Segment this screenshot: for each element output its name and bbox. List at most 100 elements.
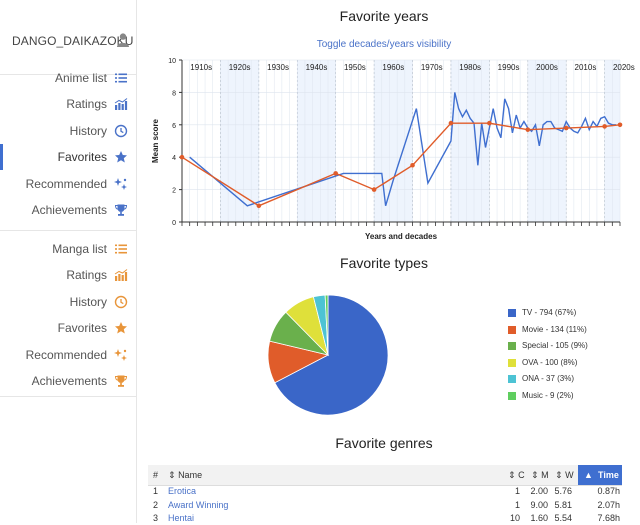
cell-w: 5.76 <box>554 486 572 496</box>
col-m[interactable]: ⇕ M <box>531 470 549 481</box>
sidebar-item-manga-recommended[interactable]: Recommended <box>0 342 136 368</box>
decade-label: 1910s <box>190 63 212 72</box>
data-point <box>617 122 623 128</box>
legend-swatch <box>508 342 516 350</box>
sidebar-item-label: Achievements <box>31 374 107 388</box>
decade-band <box>527 60 567 222</box>
y-tick-label: 2 <box>172 188 176 195</box>
legend-item[interactable]: Special - 105 (9%) <box>508 341 628 353</box>
legend-item[interactable]: Movie - 134 (11%) <box>508 325 628 337</box>
legend-swatch <box>508 391 516 400</box>
data-point <box>410 163 415 168</box>
sidebar-item-manga-achievements[interactable]: Achievements <box>0 368 136 394</box>
pie-slice[interactable] <box>324 294 329 356</box>
sidebar-item-label: Anime list <box>54 71 107 85</box>
sidebar-item-anime-recommended[interactable]: Recommended <box>0 171 136 197</box>
legend-label: ONA - 37 (3%) <box>522 374 575 383</box>
sidebar-item-label: Recommended <box>25 176 107 191</box>
cell-time: 7.68h <box>597 513 620 523</box>
legend-swatch <box>508 358 516 367</box>
legend-label: OVA - 100 (8%) <box>522 357 578 367</box>
list-icon <box>115 73 127 83</box>
cell-name[interactable]: Hentai <box>168 513 195 523</box>
col-w-label: W <box>565 470 574 480</box>
sort-icon: ⇕ <box>168 470 176 480</box>
sidebar-item-label: Favorites <box>57 321 107 336</box>
decade-band <box>297 60 336 222</box>
table-row: 3 Hentai 10 1.60 5.54 7.68h <box>148 511 622 525</box>
y-axis-label: Mean score <box>151 118 160 163</box>
legend-label: Special - 105 (9%) <box>522 341 588 350</box>
sort-icon: ⇕ <box>531 470 539 480</box>
bar-chart-icon <box>114 269 128 282</box>
sidebar-item-anime-history[interactable]: History <box>0 118 136 144</box>
favorite-genres-title: Favorite genres <box>335 435 433 451</box>
history-icon <box>114 124 128 137</box>
toggle-decades-link[interactable]: Toggle decades/years visibility <box>316 39 452 50</box>
legend-item[interactable]: OVA - 100 (8%) <box>508 358 628 370</box>
sidebar-item-anime-favorites[interactable]: Favorites <box>0 144 136 171</box>
favorite-years-title: Favorite years <box>339 8 429 24</box>
decade-label: 1970s <box>421 63 443 72</box>
cell-name[interactable]: Award Winning <box>168 499 229 510</box>
pie-slice[interactable] <box>274 294 389 416</box>
bar-chart-icon <box>114 98 128 111</box>
decade-band <box>220 60 259 222</box>
series-line <box>189 92 617 207</box>
sidebar-item-manga-favorites[interactable]: Favorites <box>0 315 136 341</box>
legend-item[interactable]: ONA - 37 (3%) <box>508 374 628 386</box>
sidebar-divider <box>0 396 136 397</box>
y-tick-label: 8 <box>172 90 176 97</box>
decade-label: 2020s <box>613 63 635 72</box>
sidebar-item-anime-achievements[interactable]: Achievements <box>0 197 136 223</box>
user-icon[interactable] <box>117 33 129 47</box>
sparkle-icon <box>114 348 127 361</box>
cell-m: 9.00 <box>530 499 548 510</box>
col-w[interactable]: ⇕ W <box>555 470 574 481</box>
legend-item[interactable]: TV - 794 (67%) <box>508 308 628 320</box>
col-c[interactable]: ⇕ C <box>508 470 525 481</box>
sidebar-item-label: History <box>69 294 107 309</box>
sidebar-item-label: Manga list <box>52 242 107 256</box>
favorite-types-chart <box>267 294 389 416</box>
data-point <box>371 187 377 192</box>
favorite-years-chart: 1910s 1920s 1930s 1940s 1950s 1960s 1970s 1980s… <box>151 58 635 241</box>
decade-label: 1990s <box>498 63 520 72</box>
cell-m: 2.00 <box>530 486 548 496</box>
col-time-label: Time <box>598 470 619 480</box>
sidebar-item-anime-anime-list[interactable]: Anime list <box>0 65 136 91</box>
user-header: DANGO_DAIKAZOKU <box>0 0 136 75</box>
legend-swatch <box>508 375 516 383</box>
col-time[interactable]: ▲ Time <box>578 465 622 485</box>
trophy-icon <box>114 375 128 387</box>
cell-w: 5.54 <box>554 513 572 523</box>
col-name-label: Name <box>178 470 203 480</box>
cell-name[interactable]: Erotica <box>168 486 197 496</box>
sidebar-item-manga-ratings[interactable]: Ratings <box>0 262 136 288</box>
genres-table-header: # ⇕ Name ⇕ C ⇕ M ⇕ W ▲ Time <box>148 465 622 486</box>
col-name[interactable]: ⇕ Name <box>168 470 202 481</box>
cell-c: 1 <box>514 486 520 496</box>
sidebar-item-anime-ratings[interactable]: Ratings <box>0 91 136 117</box>
history-icon <box>114 295 128 308</box>
cell-w: 5.81 <box>554 499 572 510</box>
decade-label: 2000s <box>536 63 558 72</box>
cell-num: 1 <box>153 486 159 496</box>
cell-time: 0.87h <box>597 486 620 496</box>
sidebar-item-manga-manga-list[interactable]: Manga list <box>0 236 136 262</box>
data-point <box>179 154 185 160</box>
col-m-label: M <box>541 470 549 480</box>
cell-c: 10 <box>509 513 520 523</box>
decade-label: 1920s <box>229 63 251 72</box>
list-icon <box>115 244 127 254</box>
col-num[interactable]: # <box>153 470 159 480</box>
legend-item[interactable]: Music - 9 (2%) <box>508 391 628 403</box>
sidebar: DANGO_DAIKAZOKU Anime list Ratings History… <box>0 0 137 523</box>
col-c-label: C <box>518 470 525 480</box>
sidebar-item-manga-history[interactable]: History <box>0 289 136 315</box>
data-point <box>563 125 569 131</box>
cell-m: 1.60 <box>530 513 548 523</box>
decade-label: 1950s <box>344 63 366 72</box>
sort-asc-icon: ▲ <box>584 470 593 480</box>
sidebar-item-label: Achievements <box>31 203 107 217</box>
